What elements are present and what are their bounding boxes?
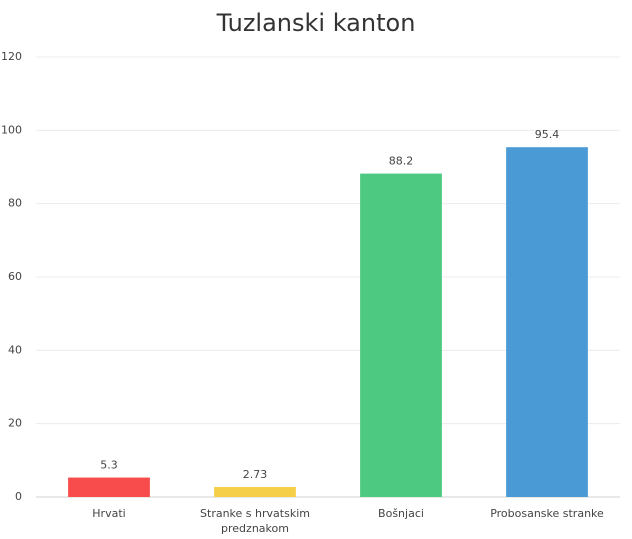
y-tick-label: 80 <box>8 197 22 210</box>
y-tick-label: 60 <box>8 270 22 283</box>
x-tick-label: Probosanske stranke <box>490 507 604 520</box>
data-label: 5.3 <box>100 459 118 472</box>
bar <box>360 173 442 497</box>
y-tick-label: 120 <box>1 50 22 63</box>
x-tick-label: Bošnjaci <box>378 507 424 520</box>
bar <box>214 486 296 497</box>
data-label: 95.4 <box>535 128 560 141</box>
x-tick-label: Hrvati <box>92 507 126 520</box>
y-tick-label: 20 <box>8 417 22 430</box>
y-tick-label: 100 <box>1 123 22 136</box>
bar <box>506 147 588 497</box>
y-tick-label: 0 <box>15 490 22 503</box>
chart-title: Tuzlanski kanton <box>216 9 416 37</box>
x-tick-label: Stranke s hrvatskim predznakom <box>200 507 310 535</box>
bar <box>68 477 150 497</box>
y-tick-label: 40 <box>8 343 22 356</box>
data-label: 2.73 <box>243 468 268 481</box>
data-label: 88.2 <box>389 155 414 168</box>
